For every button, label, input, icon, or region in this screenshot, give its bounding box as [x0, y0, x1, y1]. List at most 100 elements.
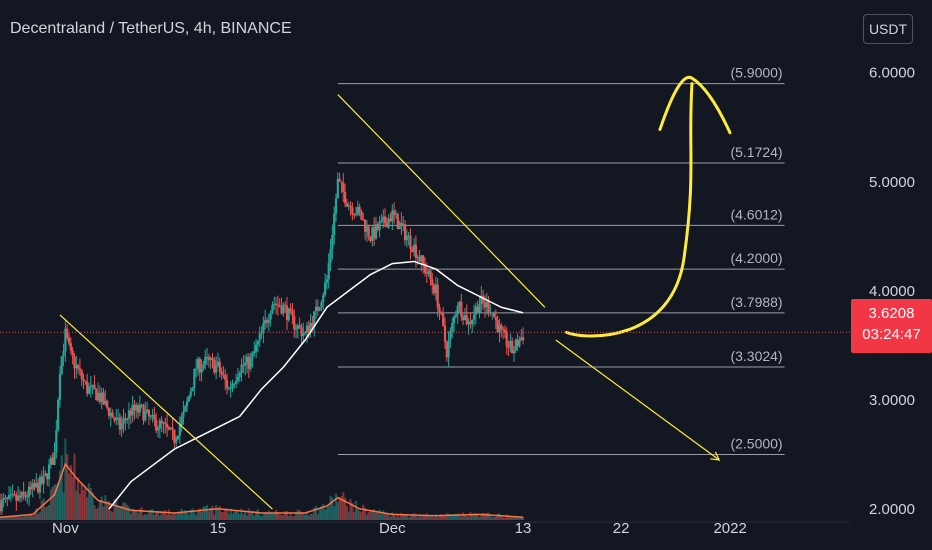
candle-body — [376, 224, 379, 230]
volume-bar — [498, 513, 501, 520]
volume-bar — [413, 513, 416, 520]
candle-body — [478, 304, 481, 314]
fib-label: (4.6012) — [730, 206, 782, 222]
volume-bar — [411, 515, 414, 520]
candle-body — [238, 373, 241, 378]
volume-bar — [422, 514, 425, 520]
candle-body — [329, 249, 332, 263]
candle-body — [293, 315, 296, 330]
candle-body — [320, 302, 323, 308]
volume-bar — [300, 513, 303, 520]
candle-body — [431, 279, 434, 286]
volume-bar — [140, 507, 143, 520]
candle-body — [267, 319, 270, 323]
volume-bar — [276, 511, 279, 520]
volume-bar — [169, 514, 172, 520]
candle-body — [60, 356, 63, 375]
candle-body — [82, 378, 85, 381]
candle-body — [225, 380, 229, 389]
candle-body — [165, 424, 169, 428]
volume-bar — [476, 514, 479, 520]
volume-bar — [64, 438, 67, 520]
y-tick-label: 3.0000 — [869, 392, 915, 409]
candle-body — [363, 219, 367, 232]
volume-bar — [409, 516, 412, 520]
volume-bar — [483, 513, 487, 520]
volume-bar — [318, 508, 321, 520]
volume-bar — [325, 507, 329, 520]
candle-body — [147, 409, 151, 417]
volume-bar — [514, 515, 517, 520]
candle-body — [104, 400, 107, 405]
time-axis[interactable]: Nov 15 Dec 13 22 2022 — [0, 520, 850, 537]
volume-bar — [26, 516, 29, 520]
volume-bar — [116, 505, 120, 520]
volume-bar — [244, 510, 247, 520]
candle-body — [264, 319, 267, 324]
candle-body — [215, 365, 218, 373]
volume-bar — [358, 510, 361, 520]
price-axis[interactable]: 2.0000 3.0000 4.0000 5.0000 6.0000 — [869, 65, 915, 518]
candle-body — [480, 295, 483, 305]
volume-bar — [360, 512, 363, 520]
volume-bar — [333, 506, 336, 520]
volume-bar — [185, 512, 189, 520]
currency-button[interactable]: USDT — [863, 14, 913, 44]
candle-body — [58, 374, 62, 400]
candle-body — [423, 263, 427, 273]
volume-bar — [436, 517, 439, 520]
candle-body — [469, 321, 472, 325]
candle-body — [411, 248, 414, 253]
volume-bar — [236, 512, 240, 520]
volume-bar — [46, 506, 49, 520]
volume-bar — [371, 509, 374, 520]
volume-bar — [282, 515, 285, 520]
candle-body — [13, 494, 16, 496]
candle-body — [207, 356, 210, 360]
volume-bar — [55, 484, 58, 520]
candle-body — [402, 224, 405, 226]
candle-body — [69, 343, 72, 351]
volume-bar — [0, 516, 3, 520]
volume-bar — [124, 503, 127, 520]
x-tick-label: 2022 — [713, 520, 746, 537]
trendline — [337, 94, 546, 308]
candle-body — [129, 410, 132, 416]
volume-bar — [198, 508, 201, 520]
volume-bar — [164, 510, 167, 520]
volume-bar — [369, 510, 372, 520]
volume-bar — [314, 505, 318, 520]
volume-bar — [4, 516, 7, 520]
candle-body — [118, 417, 121, 430]
candle-body — [57, 399, 60, 431]
volume-bar — [7, 516, 11, 520]
candle-body — [311, 322, 314, 327]
volume-bar — [429, 516, 432, 520]
candle-body — [235, 380, 238, 384]
volume-bar — [452, 514, 456, 520]
volume-bar — [462, 512, 465, 520]
candle-body — [456, 306, 459, 315]
candle-body — [447, 340, 450, 358]
candle-body — [462, 316, 465, 321]
candle-body — [107, 408, 111, 416]
candle-body — [471, 319, 474, 325]
volume-bar — [438, 514, 441, 520]
volume-bar — [189, 510, 192, 520]
candle-body — [162, 422, 165, 424]
candle-body — [336, 178, 339, 199]
candle-body — [196, 358, 200, 369]
candle-body — [0, 499, 3, 512]
candle-body — [289, 308, 292, 311]
volume-bar — [233, 511, 236, 520]
volume-bar — [62, 492, 65, 520]
candle-body — [189, 391, 192, 397]
candle-body — [44, 473, 47, 476]
volume-bar — [187, 515, 190, 520]
candle-body — [31, 483, 34, 490]
volume-bar — [200, 512, 203, 520]
volume-bar — [434, 514, 437, 520]
volume-bar — [432, 517, 436, 520]
volume-bar — [518, 517, 521, 520]
